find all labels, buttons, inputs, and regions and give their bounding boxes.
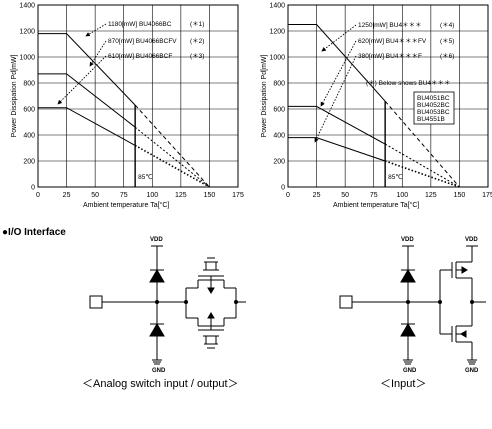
series-derating-1 [384, 100, 460, 188]
series-line-1 [288, 24, 386, 102]
part-list-item: BU4053BC [417, 109, 450, 116]
series-derating-1 [134, 104, 210, 188]
series-line-3 [38, 107, 136, 146]
x-axis-label: Ambient temperature Ta[°C] [83, 201, 169, 209]
y-tick-label: 200 [23, 159, 35, 166]
x-tick-label: 100 [146, 192, 158, 199]
lower-diode-icon [400, 323, 416, 337]
input-pin-box [89, 295, 103, 309]
temp-85-label: 85℃ [138, 173, 153, 181]
x-tick-label: 150 [204, 192, 216, 199]
series-pointer-2 [320, 40, 357, 107]
x-tick-label: 25 [313, 192, 321, 199]
series-label-3: 380[mW] BU4＊＊＊F [358, 53, 422, 60]
series-line-2 [288, 105, 386, 145]
right-circuit-caption: ＜Input＞ [380, 378, 426, 390]
y-tick-label: 600 [273, 107, 285, 114]
x-tick-label: 50 [91, 192, 99, 199]
part-list-box [413, 91, 455, 125]
x-tick-label: 125 [175, 192, 187, 199]
y-tick-label: 1000 [19, 55, 35, 62]
input-pin-box [339, 295, 353, 309]
part-list-item: BU4551B [417, 116, 445, 123]
power-dissipation-chart-left: 0 200 400 600 800 1000 1200 1400 0 25 50 75 100 125 15… [11, 3, 244, 210]
analog-switch-circuit [89, 245, 246, 365]
plot-frame [287, 4, 489, 188]
input-circuit [339, 245, 486, 365]
x-tick-label: 75 [370, 192, 378, 199]
series-pointer-1 [85, 23, 107, 37]
x-tick-label: 25 [63, 192, 71, 199]
y-tick-label: 0 [281, 185, 285, 192]
y-tick-label: 1200 [19, 29, 35, 36]
part-list-item: BU4052BC [417, 102, 450, 109]
series-label-2: 870[mW] BU4066BCFV [108, 38, 177, 45]
series-tag-2: (＊5) [440, 38, 454, 45]
series-derating-3 [384, 160, 460, 188]
lower-diode-icon [149, 323, 165, 337]
left-gnd-label: GND [152, 368, 166, 374]
series-pointer-2 [89, 40, 107, 67]
y-tick-label: 1400 [269, 3, 285, 10]
series-tag-3: (＊3) [190, 53, 204, 60]
series-label-1: 1180[mW] BU4066BC [108, 21, 172, 28]
y-tick-label: 1200 [269, 29, 285, 36]
y-tick-label: 400 [273, 133, 285, 140]
right-gnd-label-mos: GND [465, 368, 479, 374]
y-tick-label: 600 [23, 107, 35, 114]
upper-diode-icon [400, 269, 416, 283]
right-vdd-label-mos: VDD [465, 237, 478, 243]
power-dissipation-chart-right: 0 200 400 600 800 1000 1200 1400 0 25 50 75 100 125 15… [261, 3, 492, 210]
y-tick-label: 1000 [269, 55, 285, 62]
series-tag-1: (＊4) [440, 22, 454, 29]
y-axis-label: Power Dissipation Pd[mW] [11, 55, 18, 138]
series-line-3 [288, 137, 386, 162]
series-line-1 [38, 33, 136, 106]
series-pointer-3 [314, 55, 357, 143]
x-tick-label: 175 [482, 192, 492, 199]
right-gnd-label-diode: GND [403, 368, 417, 374]
section-title: ●I/O Interface [2, 227, 66, 238]
y-tick-label: 400 [23, 133, 35, 140]
y-tick-label: 800 [23, 81, 35, 88]
x-tick-label: 75 [120, 192, 128, 199]
part-list-item: BU4051BC [417, 95, 450, 102]
temp-85-label: 85℃ [388, 173, 403, 181]
right-vdd-label-diode: VDD [401, 237, 414, 243]
part-note: (＊) Below shows BU4＊＊＊ [366, 80, 451, 87]
y-tick-label: 200 [273, 159, 285, 166]
series-derating-3 [134, 144, 210, 188]
x-axis-label: Ambient temperature Ta[°C] [333, 201, 419, 209]
y-tick-label: 0 [31, 185, 35, 192]
x-tick-label: 50 [341, 192, 349, 199]
series-line-2 [38, 73, 136, 128]
y-axis-label: Power Dissipation Pd[mW] [261, 55, 268, 138]
x-tick-label: 100 [396, 192, 408, 199]
series-label-1: 1250[mW] BU4＊＊＊ [358, 22, 422, 29]
left-vdd-label: VDD [150, 237, 163, 243]
series-label-2: 620[mW] BU4＊＊＊FV [358, 38, 427, 45]
x-tick-label: 0 [286, 192, 290, 199]
series-tag-1: (＊1) [190, 21, 204, 28]
x-tick-label: 0 [36, 192, 40, 199]
series-pointer-3 [57, 55, 107, 105]
y-tick-label: 1400 [19, 3, 35, 10]
left-circuit-caption: ＜Analog switch input / output＞ [82, 378, 239, 390]
series-tag-2: (＊2) [190, 38, 204, 45]
series-label-3: 610[mW] BU4066BCF [108, 53, 172, 60]
x-tick-label: 175 [232, 192, 244, 199]
upper-diode-icon [149, 269, 165, 283]
x-tick-label: 125 [425, 192, 437, 199]
series-tag-3: (＊6) [440, 53, 454, 60]
y-tick-label: 800 [273, 81, 285, 88]
plot-frame [37, 4, 239, 188]
series-pointer-1 [321, 24, 357, 52]
x-tick-label: 150 [454, 192, 466, 199]
